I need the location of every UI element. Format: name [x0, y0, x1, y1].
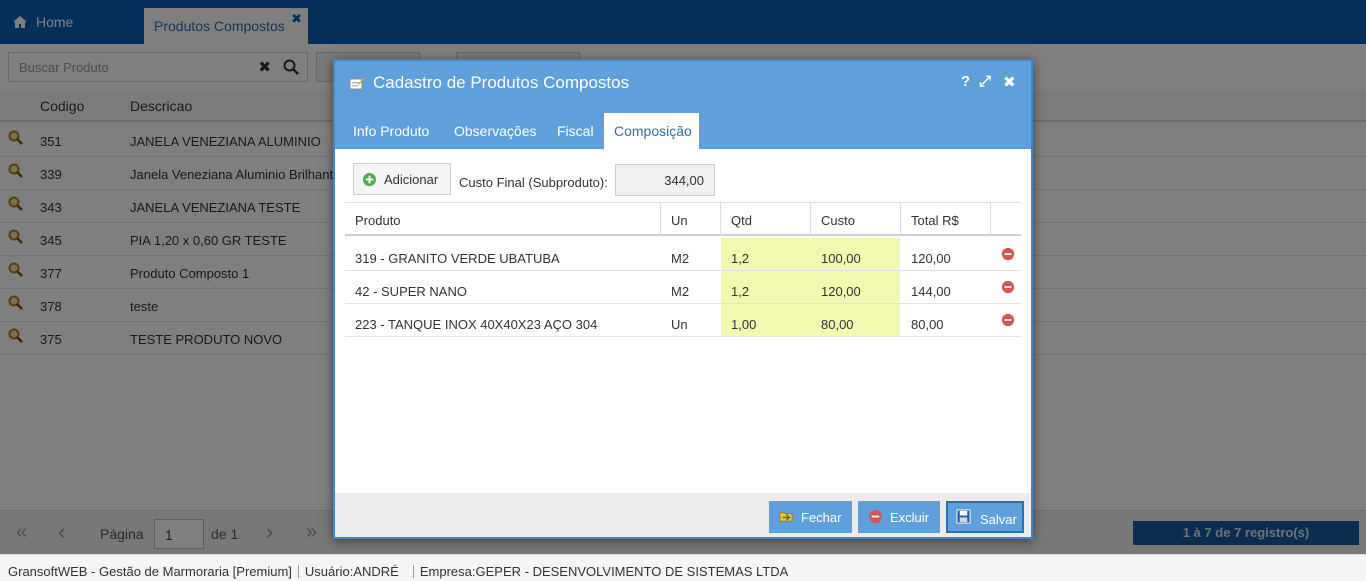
composition-row[interactable]: 42 - SUPER NANO M2 1,2 120,00 144,00	[345, 271, 1021, 304]
user-name: ANDRÉ	[353, 564, 399, 579]
column-divider	[990, 203, 991, 235]
item-un: M2	[671, 251, 690, 266]
item-produto: 42 - SUPER NANO	[355, 284, 467, 299]
item-custo[interactable]: 120,00	[821, 284, 861, 299]
status-divider	[412, 565, 414, 578]
help-icon[interactable]: ?	[961, 73, 971, 90]
column-divider	[720, 203, 721, 235]
maximize-icon[interactable]: ⤢	[979, 73, 992, 90]
item-un: Un	[671, 317, 688, 332]
col-produto: Produto	[355, 213, 401, 228]
item-custo[interactable]: 100,00	[821, 251, 861, 266]
delete-circle-icon	[868, 509, 883, 524]
remove-circle-icon[interactable]	[1001, 280, 1015, 294]
close-folder-icon	[779, 512, 793, 522]
custo-final-label: Custo Final (Subproduto):	[459, 175, 608, 190]
item-total: 80,00	[911, 317, 944, 332]
tab-observacoes[interactable]: Observações	[454, 123, 537, 139]
item-qtd[interactable]: 1,2	[731, 284, 750, 299]
editable-cells-highlight	[721, 304, 900, 336]
salvar-label: Salvar	[980, 512, 1017, 527]
close-icon[interactable]: ✖	[1003, 74, 1016, 91]
remove-circle-icon[interactable]	[1001, 247, 1015, 261]
modal-title: Cadastro de Produtos Compostos	[373, 73, 630, 92]
col-total: Total R$	[911, 213, 959, 228]
composition-table-header: Produto Un Qtd Custo Total R$	[345, 202, 1021, 236]
column-divider	[900, 203, 901, 235]
fechar-label: Fechar	[801, 510, 842, 525]
user-label: Usuário:	[304, 564, 354, 579]
item-produto: 319 - GRANITO VERDE UBATUBA	[355, 251, 560, 266]
editable-cells-highlight	[721, 238, 900, 270]
salvar-button[interactable]: Salvar	[946, 501, 1024, 533]
col-qtd: Qtd	[731, 213, 752, 228]
column-divider	[810, 203, 811, 235]
custo-final-field: 344,00	[615, 164, 715, 196]
edit-form-icon	[349, 77, 365, 90]
item-qtd[interactable]: 1,00	[731, 317, 757, 332]
item-qtd[interactable]: 1,2	[731, 251, 750, 266]
save-icon	[956, 509, 971, 524]
remove-circle-icon[interactable]	[1001, 313, 1015, 327]
status-bar: GransoftWEB - Gestão de Marmoraria [Prem…	[0, 554, 1366, 581]
fechar-button[interactable]: Fechar	[769, 501, 852, 533]
add-button[interactable]: Adicionar	[353, 163, 451, 195]
excluir-button[interactable]: Excluir	[858, 501, 940, 533]
item-total: 120,00	[911, 251, 951, 266]
company-label: Empresa:	[419, 564, 476, 579]
col-un: Un	[671, 213, 688, 228]
tab-fiscal[interactable]: Fiscal	[557, 123, 594, 139]
status-divider	[297, 565, 299, 578]
add-button-label: Adicionar	[384, 172, 439, 187]
excluir-label: Excluir	[890, 510, 930, 525]
item-custo[interactable]: 80,00	[821, 317, 854, 332]
tab-info-produto[interactable]: Info Produto	[353, 123, 430, 139]
app-name: GransoftWEB - Gestão de Marmoraria [Prem…	[8, 564, 292, 579]
modal-header: Cadastro de Produtos Compostos ? ⤢ ✖ Inf…	[335, 61, 1031, 149]
cadastro-modal: Cadastro de Produtos Compostos ? ⤢ ✖ Inf…	[333, 59, 1033, 539]
plus-circle-icon	[362, 172, 377, 187]
composition-row[interactable]: 319 - GRANITO VERDE UBATUBA M2 1,2 100,0…	[345, 238, 1021, 271]
tab-composicao[interactable]: Composição	[604, 113, 699, 149]
item-un: M2	[671, 284, 690, 299]
composition-row[interactable]: 223 - TANQUE INOX 40X40X23 AÇO 304 Un 1,…	[345, 304, 1021, 337]
item-total: 144,00	[911, 284, 951, 299]
modal-footer: Fechar Excluir Salvar	[335, 493, 1031, 537]
company-name: GEPER - DESENVOLVIMENTO DE SISTEMAS LTDA	[475, 564, 789, 579]
item-produto: 223 - TANQUE INOX 40X40X23 AÇO 304	[355, 317, 598, 332]
col-custo: Custo	[821, 213, 855, 228]
column-divider	[660, 203, 661, 235]
editable-cells-highlight	[721, 271, 900, 303]
